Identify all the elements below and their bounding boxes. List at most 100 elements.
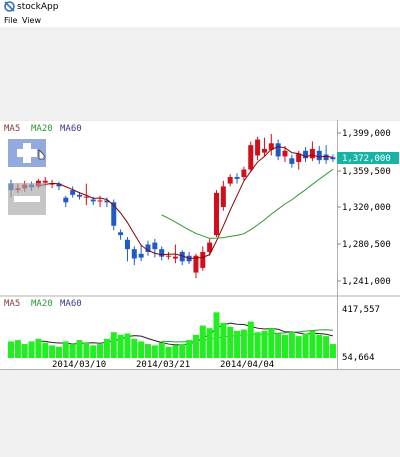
candle-body (159, 249, 165, 257)
volume-bar (295, 336, 302, 358)
menu-view[interactable]: View (22, 16, 41, 25)
candle-body (309, 148, 315, 159)
volume-bar (145, 344, 151, 358)
volume-bar (55, 346, 62, 358)
volume-bar (14, 340, 21, 358)
volume-bar (49, 345, 56, 358)
volume-bar (172, 345, 179, 358)
candle-body (323, 154, 329, 161)
cursor-hand-icon (38, 149, 45, 160)
volume-bar (90, 345, 97, 358)
menu-file[interactable]: File (4, 16, 18, 25)
candle-body (261, 148, 267, 153)
moving-average-layer (38, 146, 334, 346)
volume-bar (329, 344, 336, 358)
volume-bar (282, 334, 288, 358)
volume-bar (199, 325, 206, 358)
candle-body (207, 242, 213, 252)
candle-body (282, 150, 288, 157)
volume-bar (309, 330, 316, 358)
candle-body (118, 232, 124, 236)
volume-legend-ma20: MA20 (31, 299, 53, 309)
candle-body (97, 200, 103, 202)
volume-bar (28, 341, 35, 358)
volume-bar (103, 338, 110, 358)
volume-bar (35, 338, 42, 358)
candle-body (193, 255, 199, 273)
volume-bar (254, 332, 261, 358)
volume-legend-ma60: MA60 (60, 299, 82, 309)
minus-icon (14, 196, 40, 202)
volume-bar (165, 346, 172, 358)
candle-body (145, 244, 151, 252)
volume-bar (124, 333, 131, 358)
volume-bar (206, 328, 213, 358)
volume-bar (247, 321, 254, 358)
candle-body (124, 239, 130, 250)
legend-ma20: MA20 (31, 124, 53, 134)
candle-body (131, 249, 137, 259)
volume-bar (323, 336, 330, 358)
candle-body (172, 256, 178, 259)
volume-bar (234, 330, 241, 358)
candle-body (330, 157, 336, 160)
y-tick: 1,359,500 (342, 167, 391, 177)
volume-bar (220, 322, 227, 358)
menu-bar: File View (0, 14, 400, 27)
y-tick: 1,320,000 (342, 203, 391, 213)
candle-body (90, 199, 96, 202)
volume-bar (288, 332, 295, 358)
current-price-label: 1,372,000 (342, 154, 391, 164)
volume-bar (69, 344, 76, 358)
x-tick: 2014/03/10 (52, 360, 106, 370)
candles-layer (8, 133, 336, 279)
volume-bar (138, 341, 145, 358)
candle-body (104, 200, 110, 203)
candle-body (49, 183, 55, 185)
zoom-in-button[interactable] (8, 139, 46, 167)
volume-layer (8, 312, 336, 358)
volume-bar (192, 334, 199, 358)
candle-body (70, 190, 76, 195)
volume-bar (151, 345, 158, 358)
volume-bar (8, 341, 14, 358)
chart-svg: MA5 MA20 MA60 MA5 MA20 MA60 1,399,000 1,… (0, 120, 400, 370)
y-tick: 1,399,000 (342, 129, 391, 139)
window-title: stockApp (17, 2, 59, 12)
price-y-ticks: 1,399,000 1,359,500 1,320,000 1,280,500 … (337, 129, 391, 287)
volume-bar (158, 342, 165, 358)
x-tick: 2014/03/21 (136, 360, 190, 370)
zoom-out-button[interactable] (8, 183, 46, 215)
candle-body (138, 253, 144, 258)
candle-body (56, 183, 62, 187)
title-bar: stockApp (0, 0, 400, 14)
chart-canvas[interactable]: MA5 MA20 MA60 MA5 MA20 MA60 1,399,000 1,… (0, 120, 400, 370)
volume-y-tick: 54,664 (342, 353, 375, 363)
y-tick: 1,241,000 (342, 277, 391, 287)
candle-body (179, 251, 185, 262)
ma5-line (38, 146, 334, 259)
candle-body (42, 180, 48, 183)
x-tick: 2014/04/04 (220, 360, 274, 370)
volume-bar (261, 330, 268, 358)
candle-body (77, 194, 82, 197)
volume-bar (316, 334, 323, 358)
volume-bar (240, 329, 247, 358)
volume-bar (213, 312, 220, 358)
volume-bar (131, 338, 138, 358)
candle-body (296, 153, 302, 163)
candle-body (255, 139, 261, 156)
volume-bar (83, 342, 90, 358)
volume-bar (110, 332, 117, 358)
y-tick: 1,280,500 (342, 240, 391, 250)
candle-body (63, 197, 69, 203)
volume-bar (302, 333, 309, 358)
volume-bar (179, 344, 186, 358)
volume-bar (21, 344, 28, 358)
candle-body (268, 143, 274, 150)
volume-bar (117, 334, 124, 358)
ma20-line (161, 168, 334, 239)
volume-legend-ma5: MA5 (4, 299, 20, 309)
candle-body (316, 150, 322, 161)
candle-body (214, 192, 219, 236)
